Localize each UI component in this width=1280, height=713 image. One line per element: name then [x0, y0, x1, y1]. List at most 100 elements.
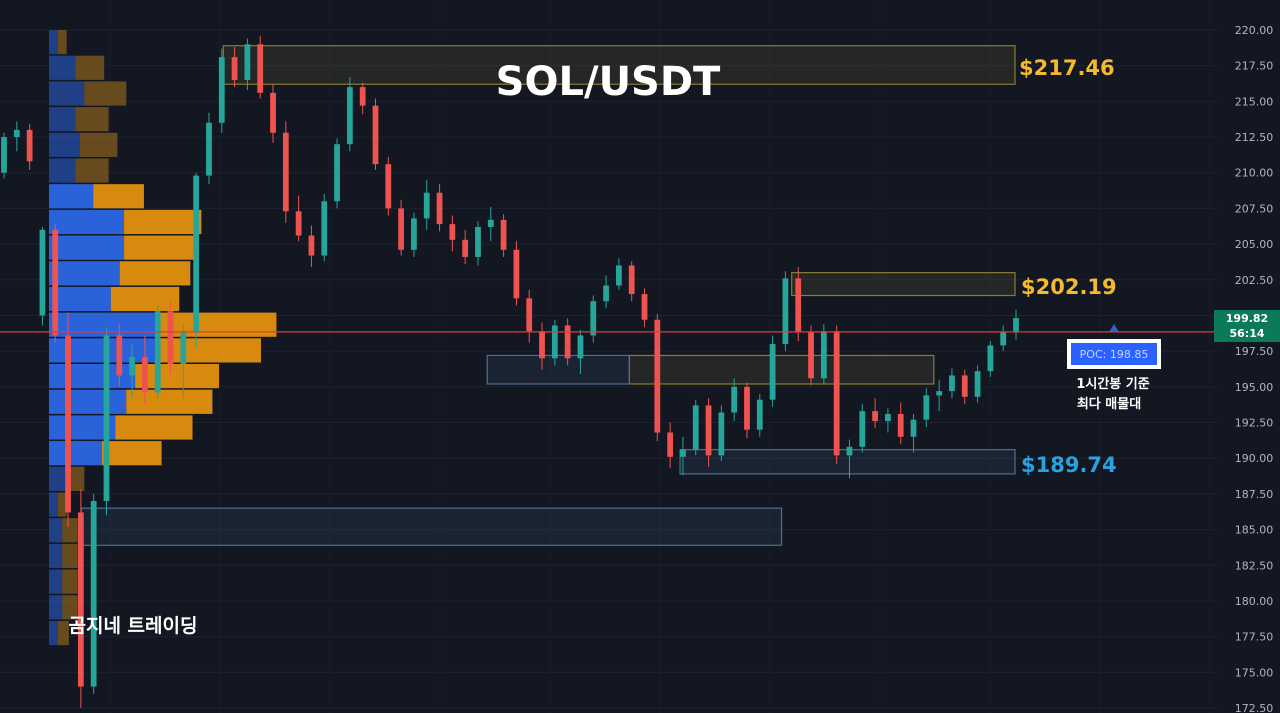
- volume-profile-buy-bar: [49, 286, 111, 312]
- candle-body: [961, 375, 968, 397]
- volume-profile-sell-bar: [124, 235, 197, 260]
- candle-body: [65, 335, 71, 513]
- candle-body: [1013, 318, 1019, 333]
- volume-profile-sell-bar: [57, 492, 67, 517]
- volume-profile-buy-bar: [49, 569, 63, 594]
- candle-body: [795, 278, 802, 333]
- watermark: 곰지네 트레이딩: [69, 615, 198, 637]
- price-tick-label: 187.50: [1235, 488, 1274, 501]
- candle-body: [526, 298, 533, 332]
- volume-profile-sell-bar: [57, 30, 67, 55]
- poc-note-line1: 1시간봉 기준: [1076, 376, 1149, 392]
- candle-body: [820, 331, 827, 379]
- candle-body: [833, 331, 840, 456]
- candle-body: [885, 413, 891, 422]
- candle-body: [116, 335, 123, 376]
- support-zone: [486, 354, 630, 385]
- candle-body: [897, 413, 904, 437]
- candle-body: [641, 294, 648, 320]
- candle-body: [52, 229, 59, 336]
- candle-body: [103, 335, 110, 502]
- volume-profile-sell-bar: [93, 184, 144, 209]
- current-price-value: 199.82: [1226, 312, 1268, 325]
- candle-body: [705, 405, 712, 456]
- price-tick-label: 172.50: [1235, 702, 1274, 713]
- volume-profile-sell-bar: [124, 209, 202, 235]
- volume-profile-sell-bar: [79, 132, 118, 157]
- candle-body: [398, 208, 404, 250]
- price-tick-label: 195.00: [1235, 381, 1274, 394]
- volume-profile-buy-bar: [49, 261, 120, 286]
- price-tick-label: 205.00: [1235, 238, 1274, 251]
- resistance-zone: [791, 272, 1016, 297]
- poc-label: POC: 198.85: [1080, 348, 1149, 361]
- price-tick-label: 180.00: [1235, 595, 1274, 608]
- candle-body: [1, 137, 7, 173]
- volume-profile-sell-bar: [115, 415, 193, 440]
- candle-body: [974, 371, 981, 397]
- candle-body: [282, 132, 289, 212]
- candle-body: [500, 219, 507, 250]
- volume-profile-buy-bar: [49, 595, 63, 620]
- candle-body: [1000, 332, 1007, 346]
- candle-body: [257, 44, 264, 93]
- candle-body: [334, 144, 340, 202]
- candle-body: [936, 391, 943, 396]
- price-tick-label: 217.50: [1235, 60, 1274, 73]
- volume-profile-sell-bar: [101, 441, 162, 466]
- candle-body: [744, 386, 750, 430]
- candle-body: [270, 92, 276, 133]
- volume-profile-buy-bar: [49, 441, 102, 466]
- volume-profile-sell-bar: [84, 81, 127, 106]
- volume-profile-sell-bar: [75, 107, 109, 132]
- candle-body: [756, 399, 763, 430]
- current-price-tag-bg: [1214, 310, 1280, 342]
- volume-profile-buy-bar: [49, 209, 125, 235]
- volume-profile-sell-bar: [126, 389, 213, 414]
- volume-profile-buy-bar: [49, 235, 125, 260]
- candle-body: [667, 432, 674, 457]
- price-zones: [80, 45, 1016, 546]
- chart-title: SOL/USDT: [496, 59, 721, 105]
- price-tick-label: 202.50: [1235, 274, 1274, 287]
- candle-body: [193, 175, 200, 333]
- candle-body: [231, 57, 238, 80]
- candle-body: [859, 411, 866, 447]
- poc-box-fill: [1071, 343, 1157, 365]
- candle-body: [154, 311, 161, 393]
- candle-body: [26, 129, 33, 162]
- resistance-zone: [222, 45, 1016, 85]
- candle-body: [77, 512, 84, 687]
- candle-body: [769, 344, 776, 400]
- candle-body: [218, 57, 225, 123]
- candle-body: [206, 122, 212, 176]
- candle-body: [385, 164, 392, 209]
- candle-body: [616, 265, 622, 286]
- price-tick-label: 185.00: [1235, 524, 1274, 537]
- price-tick-label: 207.50: [1235, 202, 1274, 215]
- candle-body: [872, 411, 878, 422]
- price-tick-label: 212.50: [1235, 131, 1274, 144]
- price-tick-label: 190.00: [1235, 452, 1274, 465]
- candle-body: [487, 219, 494, 227]
- volume-profile-buy-bar: [49, 543, 63, 569]
- candle-body: [13, 129, 20, 138]
- candle-body: [603, 285, 609, 302]
- volume-profile-buy-bar: [49, 466, 67, 491]
- poc-pointer-icon: [1109, 324, 1119, 332]
- candle-body: [923, 395, 930, 420]
- candle-body: [513, 249, 520, 299]
- current-price-countdown: 56:14: [1229, 327, 1264, 340]
- candle-body: [308, 235, 315, 256]
- volume-profile-buy-bar: [49, 492, 58, 517]
- candle-body: [577, 335, 584, 359]
- candle-body: [808, 332, 814, 379]
- candle-body: [475, 226, 481, 257]
- candle-body: [846, 446, 853, 456]
- candle-body: [949, 375, 955, 392]
- volume-profile-sell-bar: [75, 158, 109, 183]
- candle-body: [321, 201, 328, 256]
- candle-body: [718, 412, 725, 456]
- candle-body: [654, 319, 661, 433]
- volume-profile-sell-bar: [110, 286, 180, 312]
